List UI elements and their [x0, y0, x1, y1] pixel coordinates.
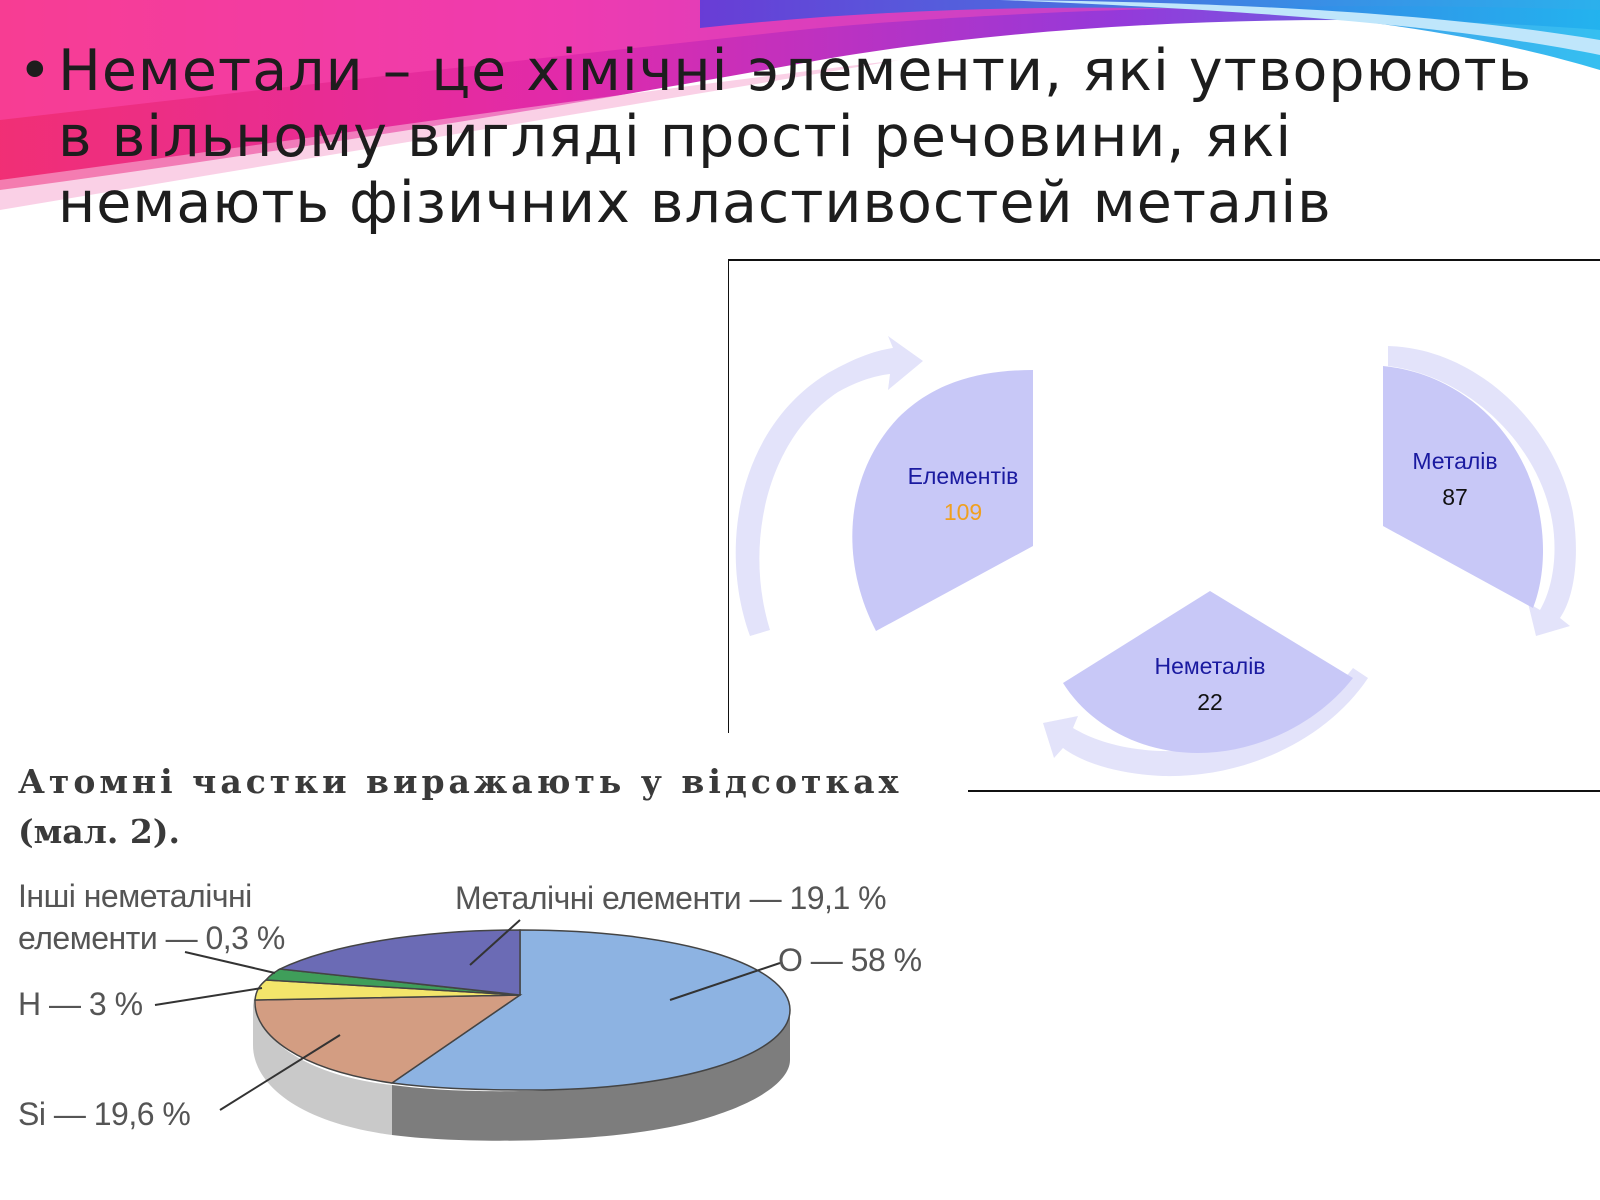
cycle-segment-elements	[852, 370, 1033, 631]
cycle-arrow-bottom	[1043, 668, 1368, 777]
caption-line-1: Атомні частки виражають у відсотках	[18, 762, 903, 801]
pie-label-H: H — 3 %	[18, 986, 143, 1022]
cycle-diagram	[728, 258, 1600, 793]
pie-label-other-line2: елементи — 0,3 %	[18, 920, 285, 956]
decorative-header-swoosh	[0, 0, 1600, 210]
pie-side-front	[392, 1010, 790, 1141]
bullet-paragraph: Неметали – це хімічні элементи, які утво…	[58, 38, 1533, 236]
caption-line-2: (мал. 2).	[18, 812, 180, 851]
pie-label-O: O — 58 %	[778, 942, 922, 978]
pie-label-other-line1: Інші неметалічні	[18, 878, 252, 914]
cycle-node-nonmetals-name: Неметалів	[1154, 653, 1266, 679]
slide-bullet-text: • Неметали – це хімічні элементи, які ут…	[18, 38, 1578, 236]
pie-slice-O	[389, 929, 791, 1091]
cycle-segment-nonmetals	[1063, 591, 1353, 753]
cycle-diagram-graphic	[728, 259, 1600, 792]
pie-slice-Si	[254, 994, 523, 1084]
pie-caption: Атомні частки виражають у відсотках (мал…	[18, 757, 968, 857]
pie-label-Si: Si — 19,6 %	[18, 1096, 191, 1132]
cycle-node-elements-name: Елементів	[907, 463, 1019, 489]
cycle-segment-metals	[1383, 366, 1544, 608]
pie-chart	[0, 885, 970, 1200]
cycle-node-metals-name: Металів	[1412, 448, 1498, 474]
cycle-node-metals-value: 87	[1442, 484, 1468, 510]
pie-label-metals: Металічні елементи — 19,1 %	[455, 880, 887, 916]
pie-slice-metals	[277, 929, 521, 996]
cycle-node-elements-value: 109	[943, 499, 983, 525]
cycle-node-elements: Елементів 109	[873, 458, 1053, 530]
cycle-arrow-right	[1388, 346, 1576, 636]
cycle-node-metals: Металів 87	[1365, 443, 1545, 515]
pie-side-left	[253, 995, 392, 1135]
cycle-node-nonmetals: Неметалів 22	[1120, 648, 1300, 720]
cycle-arrow-left	[735, 336, 923, 636]
cycle-node-nonmetals-value: 22	[1197, 689, 1223, 715]
pie-chart-graphic	[154, 919, 791, 1141]
bullet-dot: •	[18, 38, 53, 104]
